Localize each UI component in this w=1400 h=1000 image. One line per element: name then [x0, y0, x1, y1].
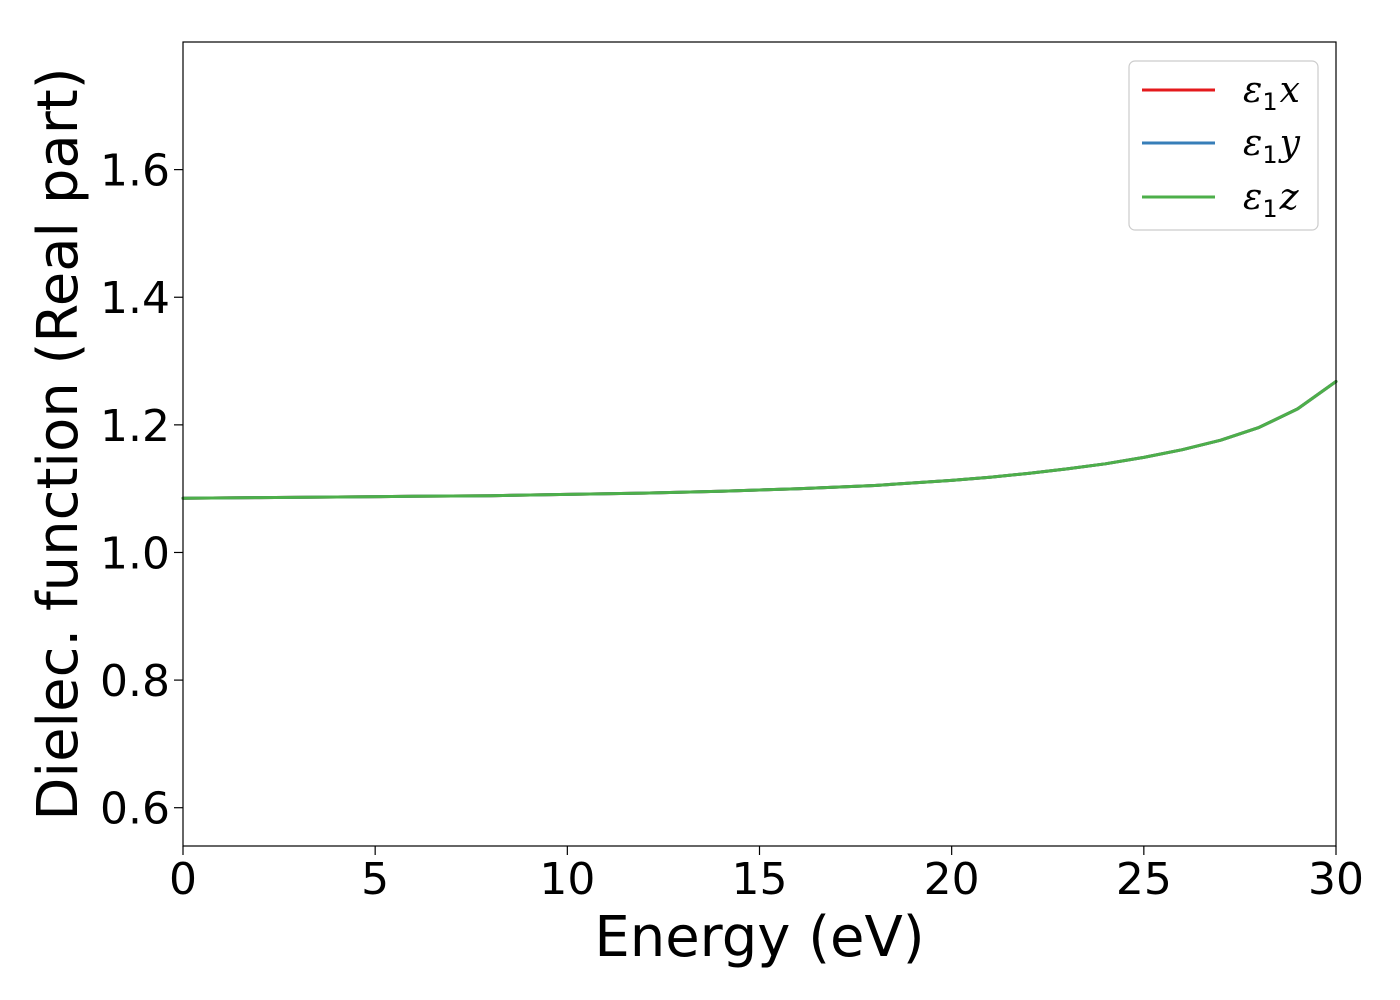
- legend-label-z: ε1z: [1243, 177, 1300, 223]
- x-tick-label: 30: [1308, 854, 1364, 905]
- series-line-y: [181, 380, 1338, 500]
- x-tick-label: 5: [361, 854, 389, 905]
- y-axis-ticks: 0.6 0.8 1.0 1.2 1.4 1.6: [100, 146, 183, 835]
- y-tick-label: 1.0: [100, 528, 170, 579]
- x-tick-label: 15: [732, 854, 788, 905]
- y-tick-label: 0.8: [100, 656, 170, 707]
- x-tick-label: 25: [1116, 854, 1172, 905]
- y-tick-label: 1.4: [100, 273, 170, 324]
- series-layer: [181, 380, 1338, 500]
- x-axis-ticks: 0 5 10 15 20 25 30: [169, 846, 1364, 905]
- y-tick-label: 1.6: [100, 146, 170, 197]
- legend-label-y: ε1y: [1243, 123, 1301, 169]
- x-tick-label: 0: [169, 854, 197, 905]
- legend-box: [1128, 60, 1319, 231]
- series-line-x: [181, 380, 1338, 500]
- x-axis-label: Energy (eV): [594, 905, 924, 970]
- x-tick-label: 10: [539, 854, 595, 905]
- x-tick-label: 20: [924, 854, 980, 905]
- legend-label-x: ε1x: [1243, 70, 1300, 116]
- y-tick-label: 1.2: [100, 401, 170, 452]
- series-line-z: [181, 380, 1338, 500]
- y-axis-label: Dielec. function (Real part): [26, 67, 91, 820]
- y-tick-label: 0.6: [100, 784, 170, 835]
- legend: ε1x ε1y ε1z: [1128, 60, 1319, 231]
